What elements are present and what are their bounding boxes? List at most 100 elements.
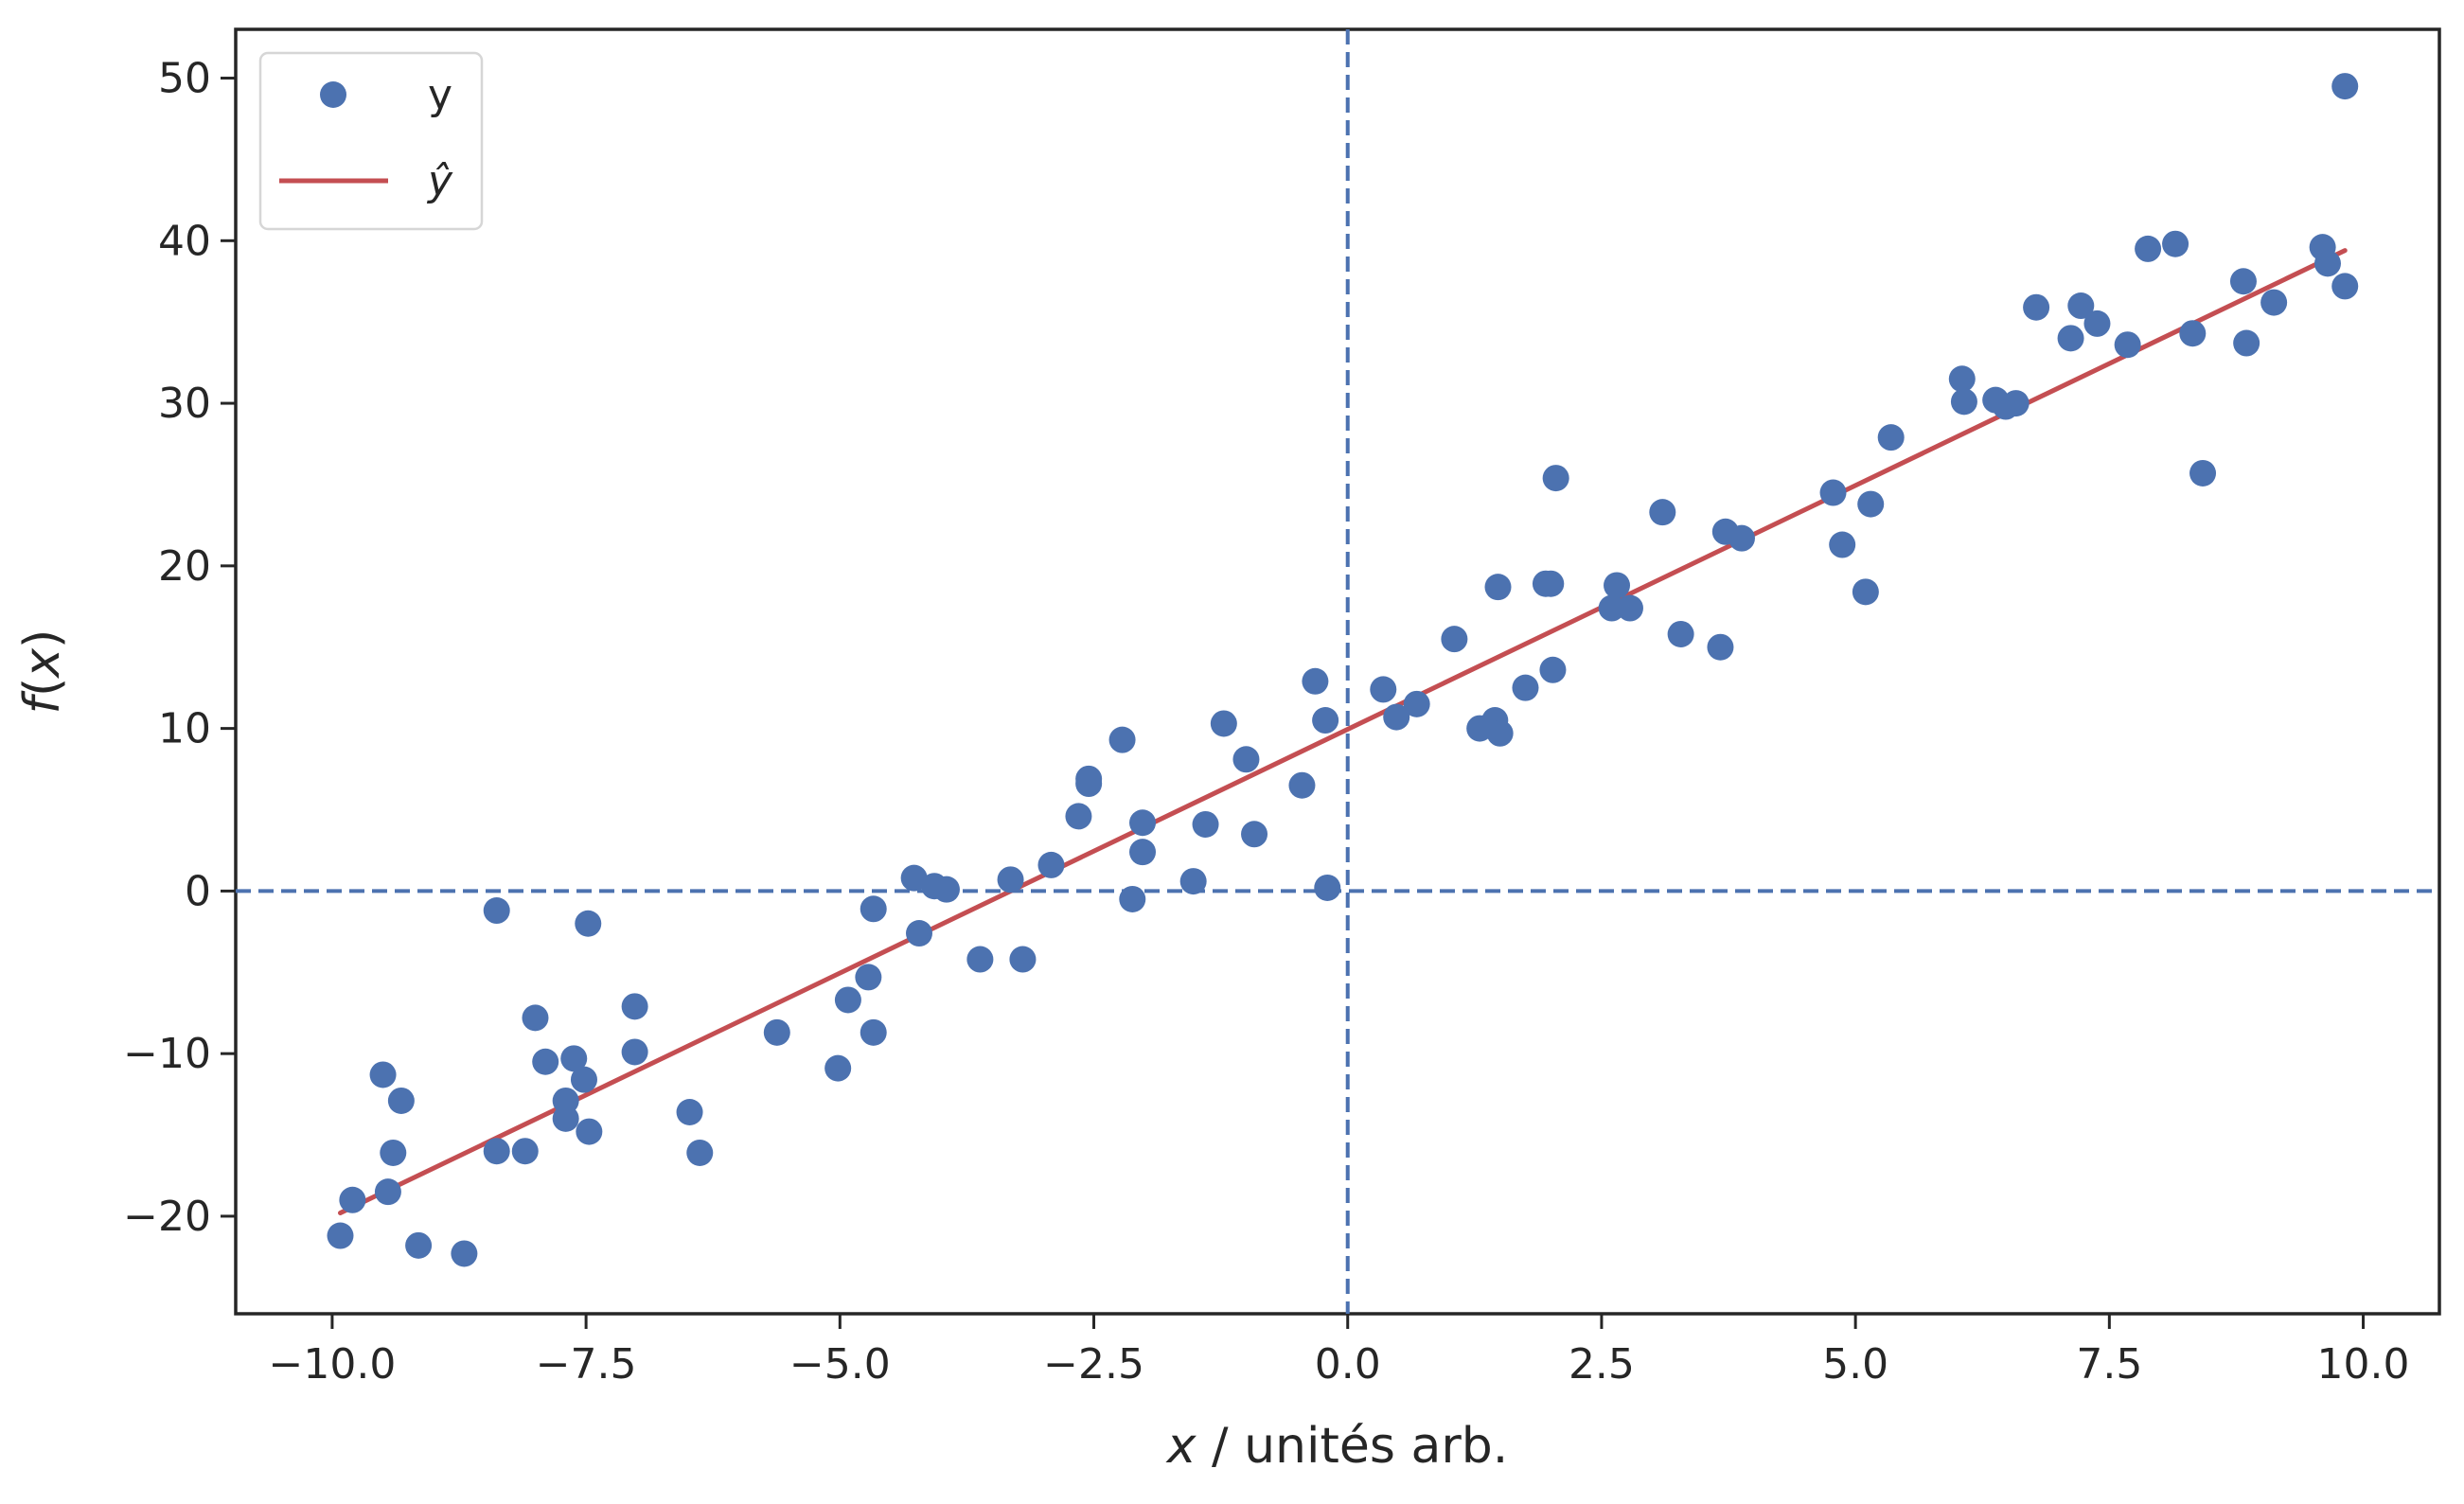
scatter-point xyxy=(1129,839,1157,866)
scatter-point xyxy=(2057,325,2084,352)
scatter-point xyxy=(2002,390,2030,417)
scatter-point xyxy=(1484,574,1512,601)
scatter-point xyxy=(2260,289,2288,316)
scatter-point xyxy=(2023,293,2050,321)
scatter-point xyxy=(906,920,933,947)
y-tick-label: −10 xyxy=(123,1030,211,1078)
scatter-point xyxy=(1037,851,1065,878)
x-tick-label: −2.5 xyxy=(1043,1340,1144,1389)
scatter-point xyxy=(1314,874,1341,901)
scatter-point xyxy=(1383,703,1410,731)
scatter-point xyxy=(1009,946,1037,973)
x-tick-label: 7.5 xyxy=(2076,1340,2142,1389)
scatter-point xyxy=(1370,676,1397,703)
scatter-point xyxy=(1119,885,1146,912)
scatter-point xyxy=(1192,810,1219,838)
scatter-point xyxy=(1707,633,1734,661)
scatter-point xyxy=(1616,594,1643,622)
y-tick-label: 50 xyxy=(158,55,211,103)
scatter-point xyxy=(1241,821,1268,848)
x-tick-label: 0.0 xyxy=(1315,1340,1381,1389)
scatter-point xyxy=(1537,570,1565,597)
scatter-point xyxy=(834,986,861,1014)
y-axis-label: f(x) xyxy=(14,629,71,715)
scatter-point xyxy=(2162,230,2189,257)
scatter-point xyxy=(1065,803,1092,830)
x-axis-label: x / unités arb. xyxy=(1165,1418,1509,1475)
x-tick-label: −7.5 xyxy=(536,1340,637,1389)
scatter-point xyxy=(1075,765,1103,792)
scatter-point xyxy=(1728,524,1755,552)
scatter-point xyxy=(1604,572,1631,599)
scatter-point xyxy=(552,1105,579,1132)
legend-label-y: y xyxy=(428,71,452,119)
y-tick-label: 0 xyxy=(185,867,211,915)
y-tick-label: 20 xyxy=(158,542,211,591)
x-tick-label: 10.0 xyxy=(2317,1340,2410,1389)
scatter-point xyxy=(327,1222,354,1249)
scatter-point xyxy=(1539,656,1567,683)
scatter-point xyxy=(1819,479,1847,506)
x-tick-label: −5.0 xyxy=(789,1340,891,1389)
scatter-point xyxy=(621,1038,648,1066)
legend-marker-y xyxy=(320,81,346,108)
y-tick-label: 40 xyxy=(158,217,211,265)
scatter-point xyxy=(1312,707,1339,734)
scatter-point xyxy=(522,1004,549,1032)
scatter-point xyxy=(1852,578,1879,606)
scatter-point xyxy=(860,1018,887,1046)
scatter-point xyxy=(763,1018,790,1046)
scatter-point xyxy=(824,1054,852,1082)
plot-frame xyxy=(234,27,2441,1316)
scatter-point xyxy=(2114,331,2141,359)
scatter-point xyxy=(1950,388,1977,416)
scatter-point xyxy=(2135,235,2162,262)
scatter-point xyxy=(339,1186,366,1213)
scatter-point xyxy=(1486,719,1514,747)
scatter-point xyxy=(1288,771,1316,799)
scatter-point xyxy=(451,1240,478,1267)
x-axis-ticks: −10.0 −7.5 −5.0 −2.5 0.0 2.5 5.0 7.5 10.0 xyxy=(268,1314,2410,1389)
scatter-point xyxy=(483,1138,510,1165)
scatter-point xyxy=(1302,667,1329,695)
scatter-point xyxy=(483,897,510,925)
scatter-point xyxy=(2083,310,2111,337)
scatter-point xyxy=(532,1048,559,1075)
legend: yŷ xyxy=(258,51,484,231)
scatter-point xyxy=(1649,499,1676,526)
scatter-point xyxy=(374,1178,401,1206)
scatter-point xyxy=(560,1045,588,1072)
y-tick-label: 30 xyxy=(158,380,211,428)
scatter-point xyxy=(900,864,928,892)
legend-box xyxy=(258,51,484,231)
data-points xyxy=(327,73,2359,1267)
scatter-point xyxy=(2331,73,2359,100)
scatter-point xyxy=(997,866,1024,894)
y-tick-label: 10 xyxy=(158,705,211,753)
scatter-point xyxy=(576,1118,603,1145)
scatter-point xyxy=(860,895,887,923)
legend-label-yhat: ŷ xyxy=(426,157,453,205)
scatter-point xyxy=(2189,459,2217,487)
scatter-point xyxy=(2313,250,2341,277)
scatter-point xyxy=(405,1231,433,1259)
scatter-point xyxy=(676,1099,703,1126)
scatter-point xyxy=(2179,320,2207,347)
scatter-point xyxy=(2067,292,2095,320)
scatter-point xyxy=(1403,690,1430,717)
scatter-point xyxy=(621,993,648,1020)
x-tick-label: 2.5 xyxy=(1569,1340,1635,1389)
scatter-point xyxy=(1948,365,1976,393)
scatter-point xyxy=(1108,726,1136,753)
plot-area xyxy=(234,27,2441,1316)
scatter-point xyxy=(1857,490,1885,518)
scatter-point xyxy=(1232,746,1260,773)
scatter-point xyxy=(1210,710,1237,737)
scatter-point xyxy=(1441,626,1468,653)
scatter-point xyxy=(2229,268,2257,295)
x-tick-label: 5.0 xyxy=(1822,1340,1888,1389)
scatter-point xyxy=(387,1087,415,1114)
x-tick-label: −10.0 xyxy=(268,1340,396,1389)
scatter-point xyxy=(1667,620,1694,647)
